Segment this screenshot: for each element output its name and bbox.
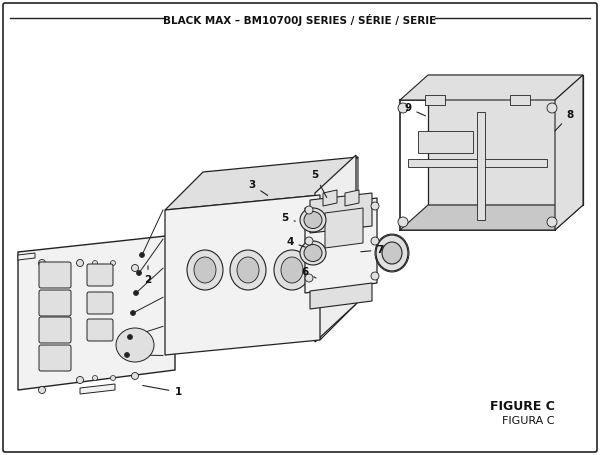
Ellipse shape [371,237,379,245]
Polygon shape [315,155,356,342]
Ellipse shape [371,272,379,280]
Ellipse shape [133,290,139,295]
Text: BLACK MAX – BM10700J SERIES / SÉRIE / SERIE: BLACK MAX – BM10700J SERIES / SÉRIE / SE… [163,14,437,26]
Ellipse shape [547,217,557,227]
Polygon shape [400,75,583,100]
Text: 3: 3 [248,180,268,196]
Ellipse shape [131,373,139,379]
Ellipse shape [110,261,115,266]
Ellipse shape [128,334,133,339]
Polygon shape [320,157,358,340]
Polygon shape [510,95,530,105]
Text: 5: 5 [281,213,295,223]
FancyBboxPatch shape [87,319,113,341]
FancyBboxPatch shape [39,345,71,371]
Ellipse shape [304,244,322,262]
Ellipse shape [131,310,136,315]
Polygon shape [323,190,337,206]
Polygon shape [18,253,35,260]
Ellipse shape [237,257,259,283]
Polygon shape [80,384,115,394]
Polygon shape [425,95,445,105]
FancyBboxPatch shape [39,317,71,343]
Polygon shape [165,195,320,355]
Text: 9: 9 [404,103,425,116]
Polygon shape [310,283,372,309]
FancyBboxPatch shape [87,292,113,314]
Polygon shape [325,208,363,248]
FancyBboxPatch shape [39,262,71,288]
Polygon shape [476,112,485,220]
Ellipse shape [92,261,97,266]
Ellipse shape [376,235,408,271]
Text: FIGURA C: FIGURA C [503,416,555,426]
Ellipse shape [547,103,557,113]
Ellipse shape [304,212,322,228]
Polygon shape [408,158,547,167]
Polygon shape [428,75,583,205]
Ellipse shape [382,242,402,264]
Polygon shape [400,205,583,230]
Text: 8: 8 [555,110,574,131]
Ellipse shape [38,386,46,394]
Ellipse shape [305,274,313,282]
Ellipse shape [305,206,313,214]
Ellipse shape [125,353,130,358]
Ellipse shape [77,376,83,384]
Polygon shape [555,75,583,230]
Ellipse shape [305,237,313,245]
Polygon shape [310,193,372,233]
Text: 4: 4 [286,237,305,247]
Ellipse shape [300,208,326,232]
Ellipse shape [194,257,216,283]
Ellipse shape [137,271,142,275]
Ellipse shape [398,103,408,113]
Text: 7: 7 [361,245,383,255]
Ellipse shape [230,250,266,290]
Polygon shape [165,157,358,210]
Text: 1: 1 [143,385,182,397]
Ellipse shape [281,257,303,283]
Ellipse shape [110,375,115,380]
Polygon shape [418,131,473,152]
FancyBboxPatch shape [39,290,71,316]
Text: 2: 2 [145,266,152,285]
Text: 5: 5 [311,170,327,197]
Ellipse shape [371,202,379,210]
Ellipse shape [116,328,154,362]
Ellipse shape [77,259,83,267]
Polygon shape [305,198,377,293]
Ellipse shape [300,241,326,265]
Ellipse shape [38,259,46,267]
Text: FIGURE C: FIGURE C [490,400,555,413]
Ellipse shape [398,217,408,227]
Polygon shape [345,190,359,206]
Polygon shape [18,235,175,390]
Ellipse shape [92,375,97,380]
Ellipse shape [139,253,145,258]
Text: 6: 6 [301,267,316,278]
Ellipse shape [187,250,223,290]
Ellipse shape [274,250,310,290]
Ellipse shape [131,264,139,272]
FancyBboxPatch shape [87,264,113,286]
